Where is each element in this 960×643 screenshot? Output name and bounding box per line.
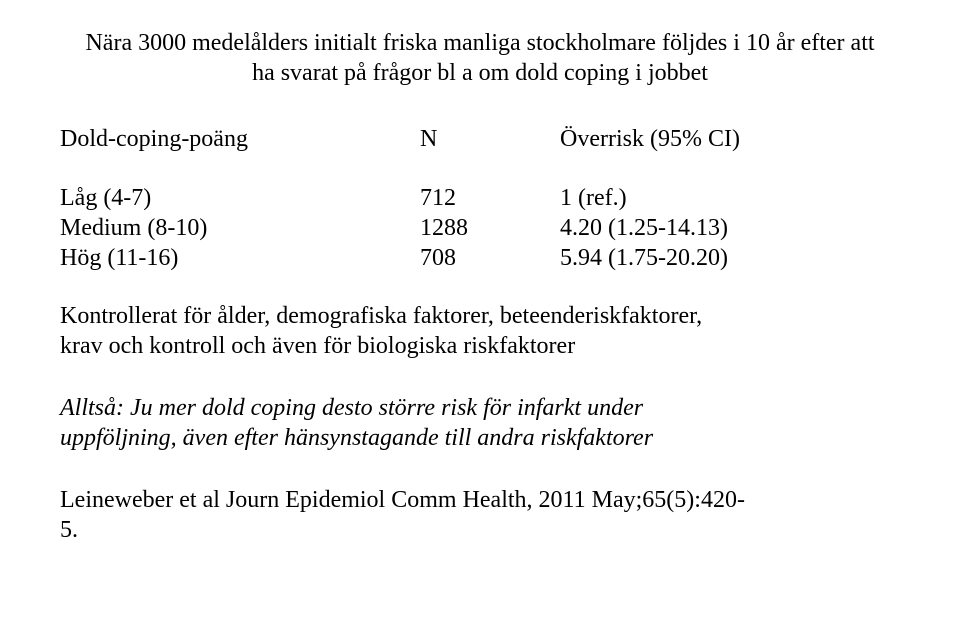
row-label: Hög (11-16): [60, 243, 420, 273]
page-title: Nära 3000 medelålders initialt friska ma…: [60, 28, 900, 88]
header-col-label: Dold-coping-poäng: [60, 126, 420, 153]
reference-paragraph: Leineweber et al Journ Epidemiol Comm He…: [60, 485, 900, 545]
ref-line-1: Leineweber et al Journ Epidemiol Comm He…: [60, 487, 745, 513]
table-row: Medium (8-10) 1288 4.20 (1.25-14.13): [60, 213, 900, 243]
note-line-2: krav och kontroll och även för biologisk…: [60, 333, 575, 359]
row-risk: 5.94 (1.75-20.20): [560, 243, 900, 273]
table-header-row: Dold-coping-poäng N Överrisk (95% CI): [60, 126, 900, 153]
document-page: Nära 3000 medelålders initialt friska ma…: [0, 0, 960, 589]
note-line-1: Kontrollerat för ålder, demografiska fak…: [60, 303, 702, 329]
conclusion-line-1: Alltså: Ju mer dold coping desto större …: [60, 395, 643, 421]
row-n: 1288: [420, 213, 560, 243]
note-paragraph: Kontrollerat för ålder, demografiska fak…: [60, 301, 900, 361]
conclusion-paragraph: Alltså: Ju mer dold coping desto större …: [60, 393, 900, 453]
row-n: 712: [420, 183, 560, 213]
ref-line-2: 5.: [60, 517, 78, 543]
header-col-n: N: [420, 126, 560, 153]
row-n: 708: [420, 243, 560, 273]
title-line-1: Nära 3000 medelålders initialt friska ma…: [85, 30, 874, 56]
row-label: Låg (4-7): [60, 183, 420, 213]
row-risk: 1 (ref.): [560, 183, 900, 213]
table-row: Låg (4-7) 712 1 (ref.): [60, 183, 900, 213]
conclusion-line-2: uppföljning, även efter hänsynstagande t…: [60, 425, 653, 451]
row-label: Medium (8-10): [60, 213, 420, 243]
row-risk: 4.20 (1.25-14.13): [560, 213, 900, 243]
table-row: Hög (11-16) 708 5.94 (1.75-20.20): [60, 243, 900, 273]
header-col-risk: Överrisk (95% CI): [560, 126, 900, 153]
title-line-2: ha svarat på frågor bl a om dold coping …: [252, 60, 708, 86]
